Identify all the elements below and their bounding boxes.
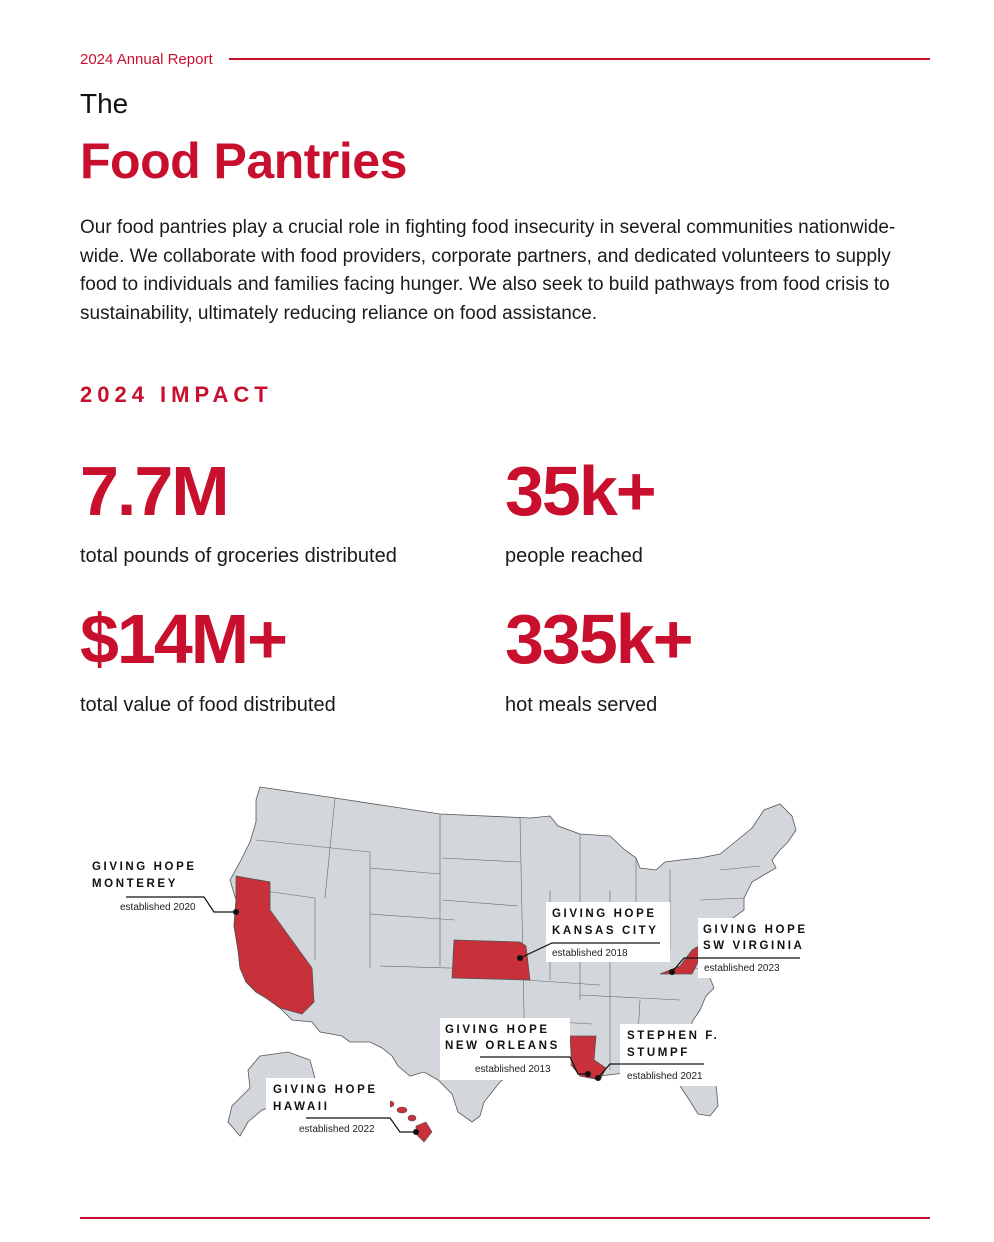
stat-people-label: people reached: [505, 545, 643, 567]
stat-people-value: 35k+: [505, 452, 657, 530]
location-marker: [595, 1075, 601, 1081]
page-title: Food Pantries: [80, 133, 407, 189]
stat-meals-label: hot meals served: [505, 694, 658, 716]
callout-box: [266, 1078, 390, 1138]
callout-box: [620, 1024, 732, 1086]
callout-sw-virginia: GIVING HOPE SW VIRGINIA established 2023: [669, 918, 822, 978]
callout-leader-line: [306, 1117, 416, 1133]
callout-leader-line: [519, 942, 660, 959]
callout-title-line2: KANSAS CITY: [552, 925, 659, 937]
callout-established: established 2020: [120, 902, 196, 913]
callout-established: established 2022: [299, 1124, 375, 1135]
callout-title-line2: MONTEREY: [92, 878, 178, 890]
callout-box: [440, 1018, 570, 1080]
footer-divider: [80, 1217, 930, 1219]
location-marker: [413, 1129, 419, 1135]
callout-title-line2: STUMPF: [627, 1047, 690, 1059]
report-label: 2024 Annual Report: [80, 50, 213, 68]
intro-paragraph: Our food pantries play a crucial role in…: [80, 217, 896, 324]
state-kansas: [451, 939, 531, 981]
callout-new-orleans: GIVING HOPE NEW ORLEANS established 2013: [440, 1018, 591, 1080]
stat-value-label: total value of food distributed: [80, 694, 336, 716]
callout-title-line2: HAWAII: [273, 1101, 330, 1113]
callout-title-line1: GIVING HOPE: [552, 908, 657, 920]
callout-title-line2: NEW ORLEANS: [445, 1040, 560, 1052]
location-marker: [669, 969, 675, 975]
callout-established: established 2013: [475, 1064, 551, 1075]
callout-box: [86, 854, 210, 916]
stat-value-value: $14M+: [80, 600, 288, 678]
stat-pounds-value: 7.7M: [80, 452, 230, 530]
header-divider: [228, 58, 930, 60]
callout-leader-line: [126, 896, 236, 913]
callout-monterey: GIVING HOPE MONTEREY established 2020: [86, 854, 239, 916]
callout-established: established 2021: [627, 1071, 703, 1082]
page-pre-title: The: [80, 88, 129, 119]
callout-title-line1: STEPHEN F.: [627, 1030, 719, 1042]
state-california: [233, 875, 315, 1015]
callout-title-line1: GIVING HOPE: [92, 861, 197, 873]
callout-leader-line: [597, 1063, 704, 1079]
callout-established: established 2023: [704, 963, 780, 974]
callout-box: [698, 918, 822, 978]
report-header: 2024 Annual Report: [80, 48, 930, 70]
callout-title-line2: SW VIRGINIA: [703, 940, 804, 952]
location-marker: [233, 909, 239, 915]
stat-pounds-label: total pounds of groceries distributed: [80, 545, 397, 567]
callout-leader-line: [480, 1056, 588, 1075]
callout-kansas-city: GIVING HOPE KANSAS CITY established 2018: [517, 902, 670, 962]
callout-title-line1: GIVING HOPE: [703, 924, 808, 936]
callout-title-line1: GIVING HOPE: [445, 1024, 550, 1036]
callout-established: established 2018: [552, 948, 628, 959]
callout-box: [546, 902, 670, 962]
callout-stumpf: STEPHEN F. STUMPF established 2021: [595, 1024, 732, 1086]
stat-meals-value: 335k+: [505, 600, 694, 678]
location-marker: [517, 955, 523, 961]
us-locations-map: GIVING HOPE MONTEREY established 2020 GI…: [86, 786, 822, 1143]
callout-title-line1: GIVING HOPE: [273, 1084, 378, 1096]
callout-hawaii: GIVING HOPE HAWAII established 2022: [266, 1078, 419, 1138]
callout-leader-line: [671, 957, 800, 973]
state-louisiana: [569, 1035, 607, 1081]
impact-heading: 2024 IMPACT: [80, 382, 273, 407]
location-marker: [585, 1071, 591, 1077]
